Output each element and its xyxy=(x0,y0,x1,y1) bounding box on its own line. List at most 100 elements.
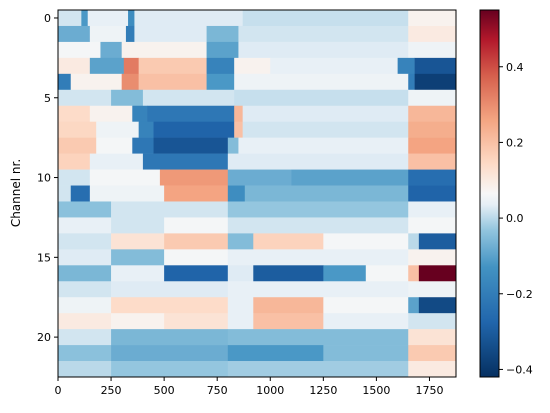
heatmap-cell xyxy=(111,329,229,346)
heatmap-cell xyxy=(58,153,91,170)
heatmap-cell xyxy=(206,41,239,59)
heatmap-cell xyxy=(142,153,229,170)
heatmap-cell xyxy=(121,73,139,91)
heatmap-cell xyxy=(253,297,324,314)
heatmap-cell xyxy=(227,185,246,202)
heatmap-cell xyxy=(238,41,409,59)
heatmap-cell xyxy=(58,137,97,154)
heatmap-cell xyxy=(408,249,456,266)
heatmap-cell xyxy=(159,169,229,186)
heatmap-cell xyxy=(111,345,229,362)
y-tick-label: 15 xyxy=(37,251,51,264)
heatmap-cell xyxy=(227,217,409,234)
heatmap-cell xyxy=(414,57,456,75)
heatmap-cell xyxy=(408,345,456,362)
heatmap-cell xyxy=(253,313,324,330)
heatmap-cell xyxy=(89,105,133,122)
y-tick-label: 20 xyxy=(37,331,51,344)
heatmap-cell xyxy=(138,73,207,91)
colorbar xyxy=(479,9,500,378)
colorbar-tick-label: 0.0 xyxy=(506,212,524,225)
heatmap-cell xyxy=(58,345,112,362)
heatmap-cell xyxy=(81,10,89,27)
y-axis-label: Channel nr. xyxy=(9,159,23,227)
heatmap-cell xyxy=(164,217,229,234)
x-tick-label: 0 xyxy=(55,384,62,397)
heatmap-cell xyxy=(132,105,148,122)
heatmap-cell xyxy=(397,57,415,75)
heatmap-cell xyxy=(227,169,292,186)
heatmap-cell xyxy=(58,265,112,282)
heatmap-cell xyxy=(418,265,456,282)
heatmap-cell xyxy=(70,185,91,202)
heatmap-cell xyxy=(58,89,112,107)
heatmap-cell xyxy=(138,121,154,138)
x-tick-label: 1250 xyxy=(309,384,337,397)
x-tick-label: 500 xyxy=(154,384,175,397)
colorbar-tick-label: 0.4 xyxy=(506,61,524,74)
heatmap-cell xyxy=(164,233,229,250)
y-tick-label: 0 xyxy=(44,12,51,25)
heatmap-cell xyxy=(70,73,122,91)
heatmap-cell xyxy=(58,10,82,27)
heatmap-cell xyxy=(408,201,456,218)
heatmap-cell xyxy=(58,297,112,314)
heatmap-cell xyxy=(96,121,139,138)
heatmap-cell xyxy=(58,201,112,218)
heatmap-cell xyxy=(227,297,254,314)
heatmap-cell xyxy=(408,41,456,59)
heatmap-cell xyxy=(164,265,229,282)
heatmap-cell xyxy=(227,153,409,170)
heatmap-cell xyxy=(89,153,144,170)
heatmap-cell xyxy=(58,281,112,298)
heatmap-cell xyxy=(242,10,409,27)
heatmap-cell xyxy=(58,233,112,250)
heatmap-cell xyxy=(408,105,456,122)
heatmap-cell xyxy=(128,10,135,27)
heatmap-cell xyxy=(96,137,133,154)
heatmap-cell xyxy=(58,361,112,377)
heatmap-cell xyxy=(111,361,229,377)
heatmap-cell xyxy=(138,57,207,75)
heatmap-cell xyxy=(58,73,72,91)
heatmap-cell xyxy=(234,73,409,91)
heatmap-cell xyxy=(87,10,129,27)
heatmap-cell xyxy=(227,265,254,282)
heatmap-cell xyxy=(418,233,456,250)
heatmap-cell xyxy=(291,169,409,186)
colorbar-tick-label: −0.2 xyxy=(506,288,533,301)
heatmap-cell xyxy=(111,89,144,107)
heatmap-cell xyxy=(142,89,235,107)
heatmap-cell xyxy=(134,10,243,27)
heatmap-cell xyxy=(206,73,235,91)
heatmap-cell xyxy=(58,105,91,122)
heatmap-cell xyxy=(408,233,420,250)
x-tick-label: 750 xyxy=(207,384,228,397)
heatmap-cell xyxy=(234,89,409,107)
heatmap-cell xyxy=(408,265,420,282)
heatmap-cell xyxy=(58,329,112,346)
heatmap-cell xyxy=(238,137,409,154)
heatmap-cell xyxy=(111,281,229,298)
heatmap-cell xyxy=(323,233,409,250)
heatmap-cell xyxy=(58,25,91,43)
heatmap-cell xyxy=(89,185,165,202)
heatmap-cell xyxy=(58,217,112,234)
heatmap-cell xyxy=(408,281,456,298)
heatmap-cell xyxy=(408,153,456,170)
heatmap-cell xyxy=(89,57,125,75)
heatmap-cell xyxy=(111,265,165,282)
heatmap-cell xyxy=(153,137,229,154)
heatmap-cell xyxy=(111,297,229,314)
heatmap-cell xyxy=(244,185,409,202)
heatmap-cell xyxy=(408,169,456,186)
heatmap-cell xyxy=(58,57,91,75)
x-axis-ticks: 0 250 500 750 1000 1250 1500 1750 xyxy=(55,377,443,397)
heatmap-cell xyxy=(234,105,243,122)
heatmap-cell xyxy=(227,313,254,330)
heatmap-cell xyxy=(111,233,165,250)
colorbar-ticks: 0.4 0.2 0.0 −0.2 −0.4 xyxy=(499,61,533,376)
heatmap-cell xyxy=(323,345,409,362)
heatmap-cell xyxy=(408,217,456,234)
